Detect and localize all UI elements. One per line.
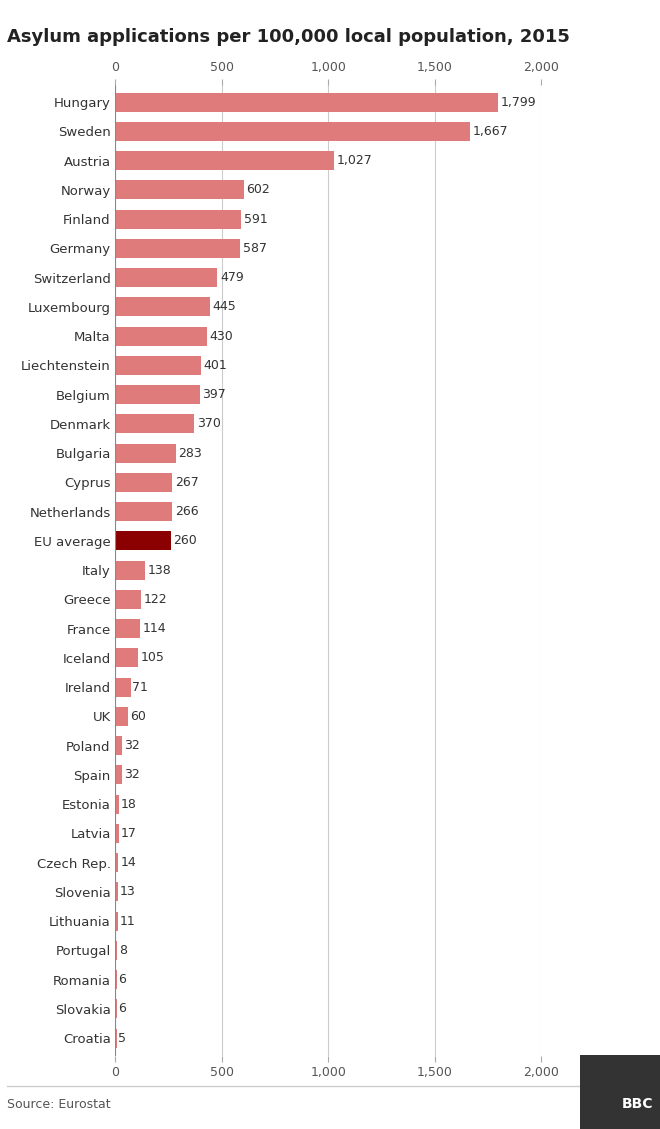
Text: 479: 479 bbox=[220, 271, 244, 285]
Bar bbox=[115, 239, 240, 257]
Text: 397: 397 bbox=[203, 388, 226, 401]
Bar bbox=[115, 414, 194, 434]
Bar bbox=[115, 940, 117, 960]
Text: 1,027: 1,027 bbox=[337, 155, 372, 167]
Bar bbox=[115, 707, 128, 726]
Text: 32: 32 bbox=[124, 769, 140, 781]
Text: 602: 602 bbox=[246, 183, 270, 196]
Text: 401: 401 bbox=[203, 359, 227, 371]
Bar bbox=[115, 736, 122, 755]
Bar bbox=[115, 824, 119, 843]
Text: 18: 18 bbox=[121, 797, 137, 811]
Text: 5: 5 bbox=[118, 1032, 126, 1044]
Text: 1,799: 1,799 bbox=[501, 96, 537, 108]
Bar bbox=[115, 326, 207, 345]
Text: 14: 14 bbox=[120, 856, 136, 869]
Bar bbox=[115, 795, 119, 814]
Text: 260: 260 bbox=[174, 534, 197, 548]
Bar bbox=[115, 122, 471, 141]
Bar bbox=[115, 181, 244, 200]
Bar bbox=[115, 151, 334, 170]
Text: 445: 445 bbox=[213, 300, 236, 314]
Text: 587: 587 bbox=[243, 242, 267, 255]
Bar bbox=[115, 765, 122, 785]
Text: 591: 591 bbox=[244, 212, 267, 226]
Text: 1,667: 1,667 bbox=[473, 125, 508, 138]
Bar bbox=[115, 619, 140, 638]
Text: 283: 283 bbox=[178, 447, 202, 460]
Text: 430: 430 bbox=[210, 330, 234, 343]
Text: 17: 17 bbox=[121, 826, 137, 840]
Bar bbox=[115, 356, 201, 375]
Text: 6: 6 bbox=[119, 973, 126, 986]
Text: 105: 105 bbox=[141, 651, 164, 664]
Text: 122: 122 bbox=[144, 593, 168, 606]
Text: 138: 138 bbox=[147, 563, 171, 577]
Bar bbox=[115, 854, 119, 872]
Text: 60: 60 bbox=[130, 710, 146, 723]
Bar bbox=[115, 911, 118, 930]
Bar bbox=[115, 999, 117, 1018]
Text: 13: 13 bbox=[120, 885, 136, 899]
Text: 370: 370 bbox=[197, 418, 220, 430]
Bar bbox=[115, 269, 217, 287]
Bar bbox=[115, 444, 176, 463]
Bar bbox=[115, 677, 131, 697]
Bar bbox=[115, 883, 118, 901]
Text: 11: 11 bbox=[119, 914, 135, 928]
Bar bbox=[115, 589, 141, 609]
Text: BBC: BBC bbox=[622, 1097, 653, 1111]
Bar bbox=[115, 561, 145, 579]
Bar bbox=[115, 532, 171, 551]
Bar bbox=[115, 970, 117, 989]
Bar bbox=[115, 297, 211, 316]
Text: 267: 267 bbox=[175, 476, 199, 489]
Text: Asylum applications per 100,000 local population, 2015: Asylum applications per 100,000 local po… bbox=[7, 28, 570, 46]
Bar bbox=[115, 385, 200, 404]
Text: 71: 71 bbox=[132, 681, 148, 693]
Text: 266: 266 bbox=[175, 505, 198, 518]
Bar bbox=[115, 502, 172, 522]
Text: 114: 114 bbox=[143, 622, 166, 636]
Text: 32: 32 bbox=[124, 739, 140, 752]
Bar bbox=[115, 210, 242, 229]
Bar bbox=[115, 648, 138, 667]
Text: 8: 8 bbox=[119, 944, 127, 957]
Bar bbox=[115, 93, 498, 112]
Bar bbox=[115, 473, 172, 492]
Bar bbox=[115, 1029, 117, 1048]
Text: Source: Eurostat: Source: Eurostat bbox=[7, 1097, 110, 1111]
Text: 6: 6 bbox=[119, 1003, 126, 1015]
